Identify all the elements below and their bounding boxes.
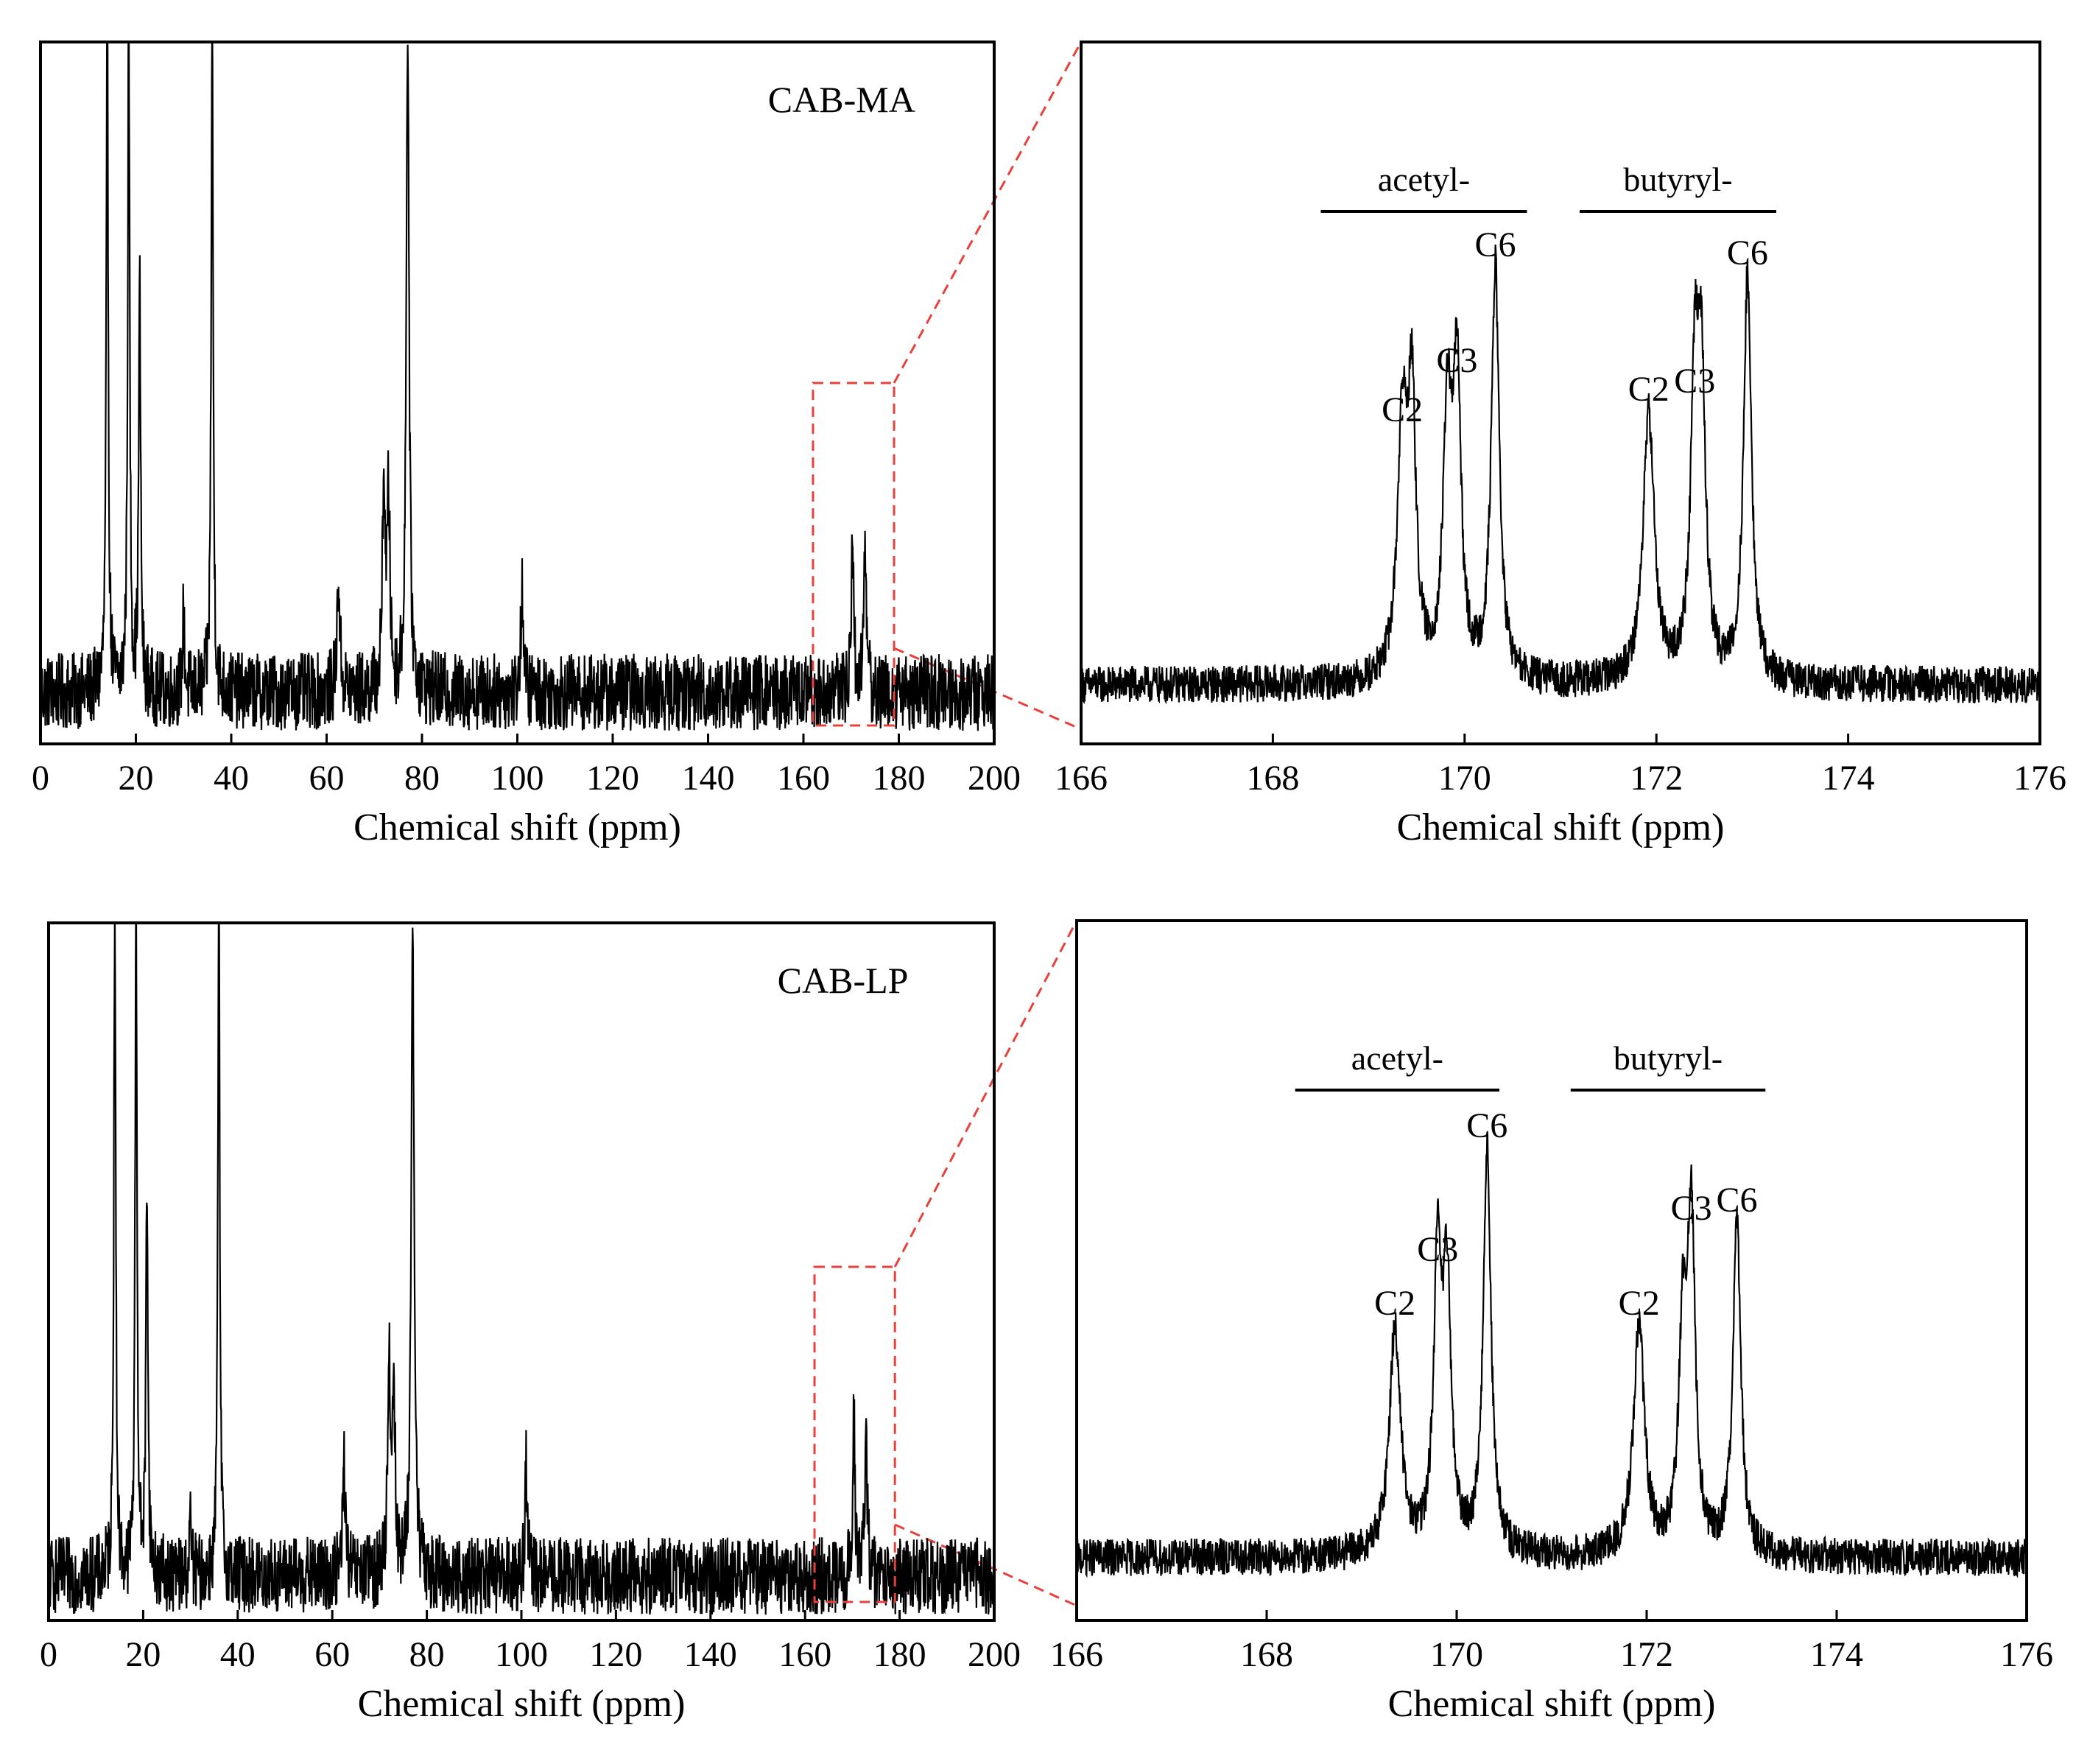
x-tick-label: 100 bbox=[495, 1635, 548, 1674]
x-tick-label: 172 bbox=[1630, 759, 1683, 798]
group-label: butyryl- bbox=[1614, 1039, 1723, 1077]
x-tick-label: 200 bbox=[968, 1635, 1021, 1674]
cab-ma-full-panel: 0 20 40 60 80 100 120 140 160 180 200 CAB-MA Chemi… bbox=[32, 41, 1021, 848]
x-ticks: 166 168 170 172 174 176 bbox=[1055, 734, 2066, 798]
x-tick-label: 174 bbox=[1810, 1635, 1863, 1674]
peak-label: C2 bbox=[1374, 1284, 1415, 1323]
x-tick-label: 60 bbox=[309, 759, 345, 798]
peak-label: C6 bbox=[1466, 1106, 1507, 1145]
zoom-box bbox=[812, 382, 896, 727]
zoom-connectors bbox=[893, 41, 1083, 1607]
x-tick-label: 80 bbox=[404, 759, 440, 798]
peak-label: C2 bbox=[1628, 370, 1669, 409]
x-tick-label: 180 bbox=[873, 1635, 926, 1674]
x-tick-label: 176 bbox=[2000, 1635, 2053, 1674]
zoom-box bbox=[813, 1265, 896, 1603]
spectrum-line bbox=[49, 923, 994, 1615]
x-tick-label: 180 bbox=[873, 759, 926, 798]
x-tick-label: 140 bbox=[682, 759, 735, 798]
x-axis-title: Chemical shift (ppm) bbox=[1388, 1683, 1716, 1725]
x-tick-label: 170 bbox=[1430, 1635, 1483, 1674]
x-axis-title: Chemical shift (ppm) bbox=[1397, 807, 1725, 848]
peak-label: C2 bbox=[1382, 390, 1423, 429]
x-ticks: 0 20 40 60 80 100 120 140 160 180 200 bbox=[40, 1610, 1021, 1674]
x-tick-label: 200 bbox=[968, 759, 1021, 798]
x-tick-label: 120 bbox=[589, 1635, 642, 1674]
x-tick-label: 168 bbox=[1240, 1635, 1293, 1674]
group-brackets: acetyl-butyryl- bbox=[1295, 1039, 1766, 1092]
zoom-connector-line bbox=[893, 920, 1078, 1268]
plot-frame bbox=[1075, 919, 2028, 1622]
spectrum-line bbox=[41, 42, 994, 731]
x-tick-label: 168 bbox=[1246, 759, 1299, 798]
plot-frame bbox=[1080, 41, 2041, 745]
x-tick-label: 40 bbox=[220, 1635, 256, 1674]
x-tick-label: 174 bbox=[1822, 759, 1875, 798]
x-tick-label: 0 bbox=[32, 759, 49, 798]
peak-label: C3 bbox=[1436, 341, 1477, 380]
peak-label: C6 bbox=[1727, 233, 1768, 273]
x-tick-label: 40 bbox=[214, 759, 249, 798]
group-brackets: acetyl-butyryl- bbox=[1320, 161, 1776, 213]
peak-label: C6 bbox=[1474, 225, 1516, 264]
peak-label: C6 bbox=[1717, 1181, 1758, 1220]
sample-label: CAB-LP bbox=[778, 960, 909, 1001]
x-tick-label: 0 bbox=[40, 1635, 57, 1674]
group-label: acetyl- bbox=[1378, 161, 1470, 198]
x-tick-label: 120 bbox=[586, 759, 639, 798]
x-tick-label: 100 bbox=[491, 759, 544, 798]
x-tick-label: 20 bbox=[125, 1635, 161, 1674]
peak-label: C3 bbox=[1671, 1189, 1712, 1228]
x-tick-label: 160 bbox=[778, 1635, 831, 1674]
x-tick-label: 176 bbox=[2013, 759, 2066, 798]
group-label: butyryl- bbox=[1623, 161, 1732, 198]
x-ticks: 166 168 170 172 174 176 bbox=[1050, 1610, 2053, 1674]
x-tick-label: 172 bbox=[1620, 1635, 1673, 1674]
x-tick-label: 170 bbox=[1438, 759, 1491, 798]
cab-lp-full-panel: 0 20 40 60 80 100 120 140 160 180 200 CAB-LP Chemi… bbox=[40, 921, 1021, 1725]
peak-label: C2 bbox=[1619, 1284, 1660, 1323]
peak-label: C3 bbox=[1674, 362, 1715, 401]
x-axis-title: Chemical shift (ppm) bbox=[353, 807, 681, 848]
group-label: acetyl- bbox=[1351, 1039, 1443, 1077]
x-tick-label: 80 bbox=[409, 1635, 445, 1674]
x-ticks: 0 20 40 60 80 100 120 140 160 180 200 bbox=[32, 734, 1021, 798]
x-tick-label: 166 bbox=[1050, 1635, 1103, 1674]
x-tick-label: 60 bbox=[314, 1635, 350, 1674]
x-axis-title: Chemical shift (ppm) bbox=[358, 1683, 686, 1725]
spectrum-line bbox=[1081, 245, 2040, 705]
x-tick-label: 140 bbox=[684, 1635, 737, 1674]
x-tick-label: 160 bbox=[777, 759, 830, 798]
x-tick-label: 20 bbox=[119, 759, 154, 798]
sample-label: CAB-MA bbox=[768, 79, 915, 120]
peak-label: C3 bbox=[1417, 1230, 1458, 1269]
zoom-connector-line bbox=[893, 41, 1083, 384]
spectrum-line bbox=[1077, 1131, 2027, 1578]
x-tick-label: 166 bbox=[1055, 759, 1108, 798]
